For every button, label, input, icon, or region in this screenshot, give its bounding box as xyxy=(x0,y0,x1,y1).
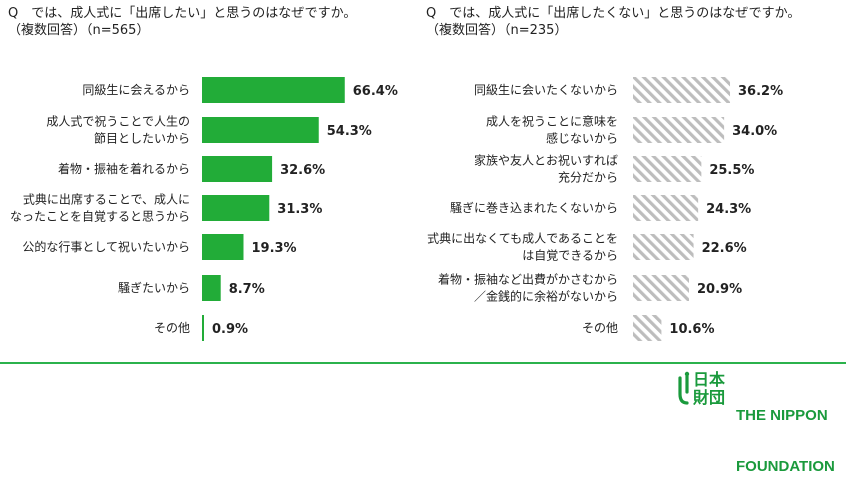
category-label-1-6-0: その他 xyxy=(582,321,618,335)
nippon-foundation-logo-icon xyxy=(678,371,690,405)
value-label-0-6: 0.9% xyxy=(212,322,248,337)
bar-0-3 xyxy=(202,195,270,221)
value-label-1-4: 22.6% xyxy=(702,241,747,256)
category-label-1-0-0: 同級生に会いたくないから xyxy=(474,83,618,97)
value-label-1-0: 36.2% xyxy=(738,84,783,99)
bar-1-3 xyxy=(633,195,699,221)
category-label-1-3-0: 騒ぎに巻き込まれたくないから xyxy=(450,201,618,215)
logo-wordmark: THE NIPPON FOUNDATION xyxy=(736,373,835,492)
bar-0-0 xyxy=(202,77,345,103)
bar-1-6 xyxy=(633,315,662,341)
bar-0-4 xyxy=(202,234,244,260)
bar-1-0 xyxy=(633,77,731,103)
category-label-0-4-0: 公的な行事として祝いたいから xyxy=(22,239,190,254)
category-label-1-4-0: 式典に出なくても成人であることを xyxy=(427,232,618,246)
right-question-subtitle: （複数回答）（n=235） xyxy=(426,23,568,38)
value-label-1-5: 20.9% xyxy=(697,282,742,297)
value-label-1-6: 10.6% xyxy=(669,322,714,337)
left-question-title: Q では、成人式に「出席したい」と思うのはなぜですか。 xyxy=(8,6,357,21)
value-label-0-3: 31.3% xyxy=(277,202,322,217)
category-label-0-2-0: 着物・振袖を着れるから xyxy=(58,161,190,176)
category-label-0-1-1: 節目としたいから xyxy=(94,131,190,146)
category-label-0-3-0: 式典に出席することで、成人に xyxy=(23,192,190,207)
bar-1-5 xyxy=(633,275,690,301)
bar-1-4 xyxy=(633,234,694,260)
category-label-1-1-1: 感じないから xyxy=(546,131,618,146)
left-question-subtitle: （複数回答）（n=565） xyxy=(8,23,150,38)
value-label-1-3: 24.3% xyxy=(706,202,751,217)
right-question-title: Q では、成人式に「出席したくない」と思うのはなぜですか。 xyxy=(426,6,801,21)
category-label-0-5-0: 騒ぎたいから xyxy=(118,281,190,295)
value-label-1-1: 34.0% xyxy=(732,124,777,139)
category-label-1-5-0: 着物・振袖など出費がかさむから xyxy=(438,272,618,287)
bar-1-2 xyxy=(633,156,702,182)
category-label-1-2-1: 充分だから xyxy=(558,170,618,185)
logo-kanji-bottom: 財団 xyxy=(693,388,726,407)
bar-1-1 xyxy=(633,117,725,143)
value-label-0-5: 8.7% xyxy=(229,282,265,297)
logo-text-line2: FOUNDATION xyxy=(736,458,835,475)
category-label-0-3-1: なったことを自覚すると思うから xyxy=(10,210,190,224)
bar-0-1 xyxy=(202,117,319,143)
bar-0-2 xyxy=(202,156,273,182)
category-label-1-2-0: 家族や友人とお祝いすれば xyxy=(474,153,618,168)
value-label-0-4: 19.3% xyxy=(251,241,296,256)
bar-0-5 xyxy=(202,275,221,301)
category-label-1-5-1: ／金銭的に余裕がないから xyxy=(474,289,618,304)
value-label-0-1: 54.3% xyxy=(327,124,372,139)
value-label-1-2: 25.5% xyxy=(709,163,754,178)
category-label-1-1-0: 成人を祝うことに意味を xyxy=(486,114,618,129)
value-label-0-2: 32.6% xyxy=(280,163,325,178)
category-label-0-6-0: その他 xyxy=(154,321,190,335)
logo-kanji-top: 日本 xyxy=(693,370,726,389)
bar-0-6 xyxy=(202,315,204,341)
value-label-0-0: 66.4% xyxy=(353,84,398,99)
logo-kanji: 日本 財団 xyxy=(693,371,725,407)
category-label-1-4-1: は自覚できるから xyxy=(522,249,618,263)
category-label-0-0-0: 同級生に会えるから xyxy=(82,83,190,97)
category-label-0-1-0: 成人式で祝うことで人生の xyxy=(46,115,190,129)
footer-divider xyxy=(0,362,846,364)
